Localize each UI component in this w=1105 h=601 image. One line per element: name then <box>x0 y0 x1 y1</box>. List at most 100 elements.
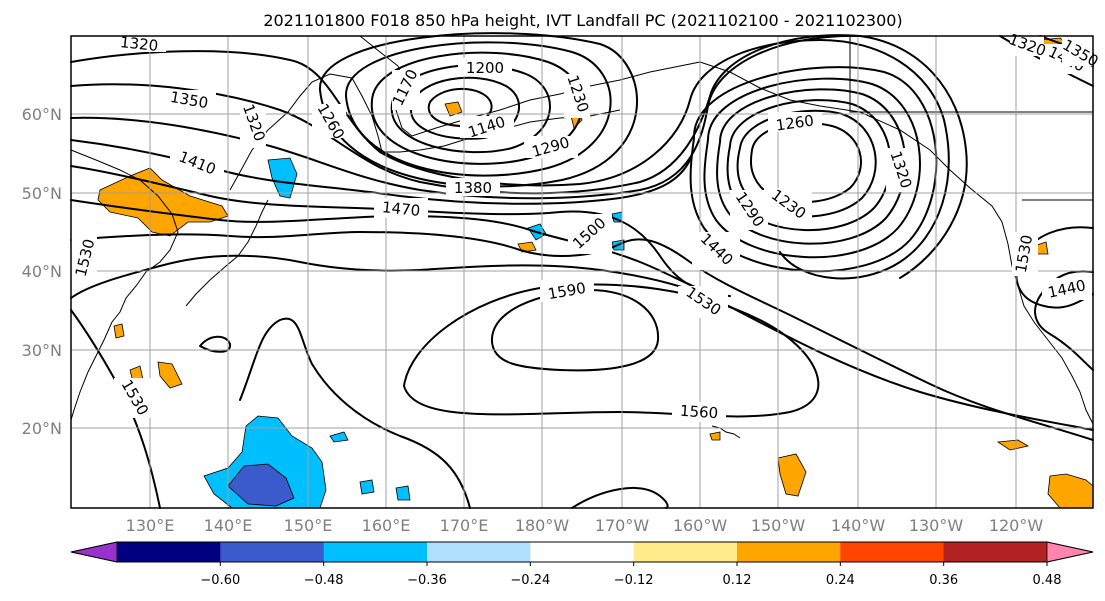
colorbar: −0.60 −0.48 −0.36 −0.24 −0.12 0.12 0.24 0.36 0.4… <box>70 541 1094 588</box>
lon-label: 150°W <box>751 516 806 535</box>
colorbar-extend-low <box>70 541 118 563</box>
clabel-bg-2 <box>240 110 266 148</box>
colorbar-segment <box>840 542 945 562</box>
contour-1290-east <box>689 66 938 273</box>
colorbar-segment <box>530 542 635 562</box>
clabel-bg-13 <box>540 280 594 302</box>
contour-label: 1380 <box>454 179 492 197</box>
contour-1560 <box>403 283 820 418</box>
lon-label: 170°E <box>440 516 489 535</box>
shade-orange-subtropics-3 <box>113 323 125 339</box>
clabel-bg-1 <box>162 90 216 108</box>
colorbar-segment <box>220 542 325 562</box>
gridlines <box>71 36 1093 508</box>
clabel-bg-0 <box>112 34 166 52</box>
colorbar-tick-label: 0.12 <box>723 573 752 588</box>
lon-label: 160°W <box>673 516 728 535</box>
contour-labels: 1320 1350 1320 1410 1260 1170 1200 1230 … <box>71 30 1102 422</box>
clabel-bg-6 <box>458 58 512 76</box>
coast-canada-border <box>849 36 1093 113</box>
clabel-bg-17 <box>114 378 154 418</box>
clabel-bg-19 <box>764 188 812 222</box>
contour-1260-low <box>344 41 612 177</box>
clabel-bg-5 <box>392 70 420 110</box>
lat-label: 60°N <box>22 105 62 124</box>
contour-1320 <box>70 39 950 280</box>
clabel-bg-22 <box>692 232 740 270</box>
lon-label: 170°W <box>595 516 650 535</box>
shade-orange-east-pacific-1 <box>996 439 1030 451</box>
clabel-bg-8 <box>460 116 514 138</box>
clabel-bg-15 <box>678 286 728 318</box>
clabel-bg-12 <box>568 214 612 254</box>
colorbar-tick-label: −0.48 <box>304 573 344 588</box>
clabel-bg-7 <box>564 74 590 118</box>
contour-1560-loop <box>239 317 471 509</box>
shade-orange-okhotsk-high <box>444 101 463 117</box>
shade-orange-small-east <box>709 431 721 441</box>
colorbar-segment <box>633 542 738 562</box>
lon-label: 140°E <box>204 516 253 535</box>
map-panel: 1320 1350 1320 1410 1260 1170 1200 1230 … <box>70 30 1102 509</box>
coast-hawaii <box>711 425 741 439</box>
colorbar-segment <box>323 542 428 562</box>
contour-1140-low <box>427 87 493 127</box>
lat-label: 20°N <box>22 419 62 438</box>
clabel-bg-21 <box>886 148 914 192</box>
shade-orange-hawaii <box>777 453 807 497</box>
clabel-bg-11 <box>374 198 428 218</box>
lon-label: 180°W <box>515 516 570 535</box>
contour-1620-south <box>571 486 669 509</box>
contour-label: 1320 <box>119 33 159 55</box>
shade-orange-subtropics-2 <box>157 361 183 389</box>
lat-labels: 60°N 50°N 40°N 30°N 20°N <box>22 105 62 438</box>
colorbar-extend-high <box>1046 541 1094 563</box>
map-frame <box>70 35 1094 509</box>
contour-1290-low <box>318 32 638 188</box>
coast-kamchatka <box>229 73 383 191</box>
clabel-bg-3 <box>170 152 224 172</box>
contour-1350 <box>70 34 968 279</box>
contour-1470 <box>70 199 731 297</box>
lon-label: 130°W <box>909 516 964 535</box>
clabel-bg-9 <box>524 136 578 158</box>
lon-label: 160°E <box>362 516 411 535</box>
clabel-bg-26 <box>1062 38 1093 66</box>
shade-blue-small-3 <box>395 485 411 501</box>
contour-1200-low <box>390 64 551 154</box>
shade-blue-kamchatka <box>267 157 298 199</box>
clabel-bg-24 <box>1042 278 1092 300</box>
map-title: 2021101800 F018 850 hPa height, IVT Land… <box>263 11 902 30</box>
colorbar-tick-label: −0.12 <box>614 573 654 588</box>
lat-label: 30°N <box>22 341 62 360</box>
colorbar-tick-label: 0.24 <box>826 573 855 588</box>
contour-label: 1200 <box>466 59 504 77</box>
contour-1380 <box>70 34 861 200</box>
colorbar-tick-label: −0.60 <box>200 573 240 588</box>
lon-label: 150°E <box>284 516 333 535</box>
clabel-bg-27 <box>1010 36 1044 56</box>
lon-label: 130°E <box>126 516 175 535</box>
coast-baja <box>1079 391 1094 425</box>
lat-label: 40°N <box>22 262 62 281</box>
colorbar-segment <box>737 542 841 562</box>
contour-1560-small <box>199 335 232 353</box>
lon-label: 140°W <box>831 516 886 535</box>
contour-1440 <box>70 165 721 292</box>
colorbar-tick-label: −0.24 <box>510 573 550 588</box>
contour-1500 <box>70 231 1094 441</box>
contour-1530-outer <box>70 254 1094 431</box>
clabel-bg-10 <box>446 178 500 196</box>
lon-labels: 130°E 140°E 150°E 160°E 170°E 180°W 170°W 160°W… <box>126 516 1044 535</box>
coast-east-asia <box>70 149 179 421</box>
clabel-bg-4 <box>312 104 346 138</box>
shade-blue-small-1 <box>329 431 349 443</box>
lon-label: 120°W <box>989 516 1044 535</box>
clabel-bg-14 <box>672 402 726 422</box>
clabel-bg-18 <box>768 112 822 132</box>
contour-label: 1470 <box>381 198 421 220</box>
contour-1440-east-coast <box>1015 226 1094 309</box>
colorbar-segment <box>427 542 531 562</box>
contour-1530-east-coast <box>1034 270 1094 371</box>
